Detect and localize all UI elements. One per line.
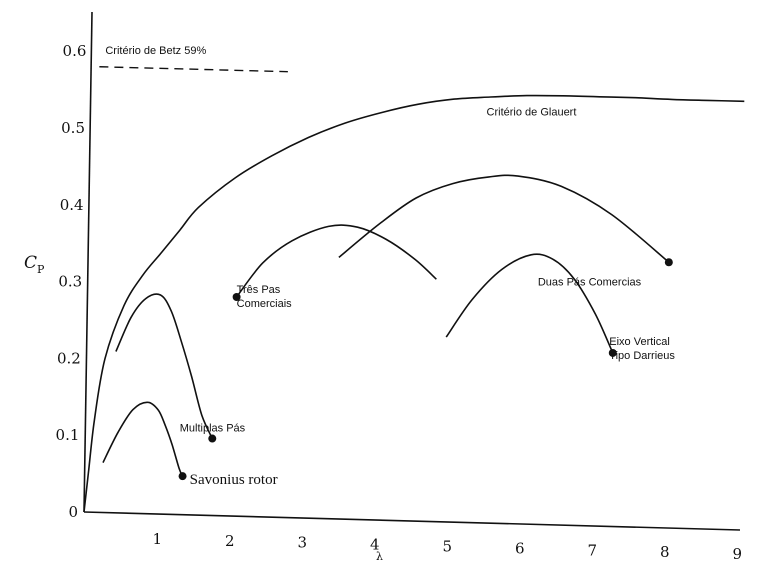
y-tick-label: 0.5 <box>61 119 85 137</box>
x-tick-label: 5 <box>443 538 453 556</box>
y-tick-label: 0.2 <box>57 349 81 367</box>
series-marker-tres-pas-comerciais <box>232 293 241 302</box>
x-tick-label: 7 <box>588 541 598 559</box>
series-line-tres-pas-comerciais <box>235 224 437 298</box>
axes <box>83 11 741 531</box>
x-tick-label: 2 <box>225 532 235 550</box>
series-group <box>83 94 745 513</box>
x-tick-label: 3 <box>298 534 308 552</box>
axis-titles: CP λ <box>24 253 383 563</box>
x-tick-label: 9 <box>733 545 743 563</box>
series-marker-multiplas-pas <box>208 434 217 443</box>
series-label-eixo-vertical-tipo-darrieus: Tipo Darrieus <box>609 350 675 362</box>
series-marker-savonius-rotor <box>178 472 187 481</box>
y-axis-line <box>83 11 93 513</box>
series-line-multiplas-pas <box>115 293 214 439</box>
series-label-criterio-de-glauert: Critério de Glauert <box>487 106 577 118</box>
series-label-duas-pas-comercias: Duas Pás Comercias <box>538 277 642 289</box>
x-tick-label: 1 <box>153 530 163 548</box>
x-tick-label: 4 <box>370 536 380 554</box>
y-tick-label: 0 <box>68 503 78 521</box>
x-tick-label: 8 <box>660 543 670 561</box>
y-axis-label: CP <box>24 253 45 276</box>
y-tick-label: 0.4 <box>60 196 84 214</box>
x-axis-line <box>83 511 741 531</box>
series-marker-duas-pas-comercias <box>664 258 673 267</box>
tick-labels: 1 2 3 4 5 6 7 8 9 0 0.1 0.2 0.3 0.4 0.5 0.6 <box>56 42 743 563</box>
betz-limit: Critério de Betz 59% <box>99 45 288 73</box>
y-tick-label: 0.6 <box>63 42 87 60</box>
betz-dashed-line <box>99 66 288 73</box>
x-axis-label: λ <box>376 550 383 563</box>
series-line-savonius-rotor <box>102 401 184 477</box>
x-tick-label: 6 <box>515 539 525 557</box>
series-label-tres-pas-comerciais: Três Pas <box>237 284 281 296</box>
y-tick-label: 0.3 <box>58 273 82 291</box>
series-line-duas-pas-comercias <box>338 174 670 263</box>
y-tick-label: 0.1 <box>56 426 80 444</box>
series-label-savonius-rotor: Savonius rotor <box>190 472 278 488</box>
series-label-multiplas-pas: Multiplas Pás <box>180 423 246 435</box>
series-label-tres-pas-comerciais: Comerciais <box>237 298 293 310</box>
series-line-eixo-vertical-tipo-darrieus <box>445 253 614 354</box>
series-marker-eixo-vertical-tipo-darrieus <box>608 348 617 357</box>
series-line-criterio-de-glauert <box>83 94 745 513</box>
series-labels: Critério de Glauert Savonius rotor Multipl… <box>180 106 676 488</box>
series-label-eixo-vertical-tipo-darrieus: Eixo Vertical <box>609 336 670 348</box>
betz-label: Critério de Betz 59% <box>105 45 206 57</box>
